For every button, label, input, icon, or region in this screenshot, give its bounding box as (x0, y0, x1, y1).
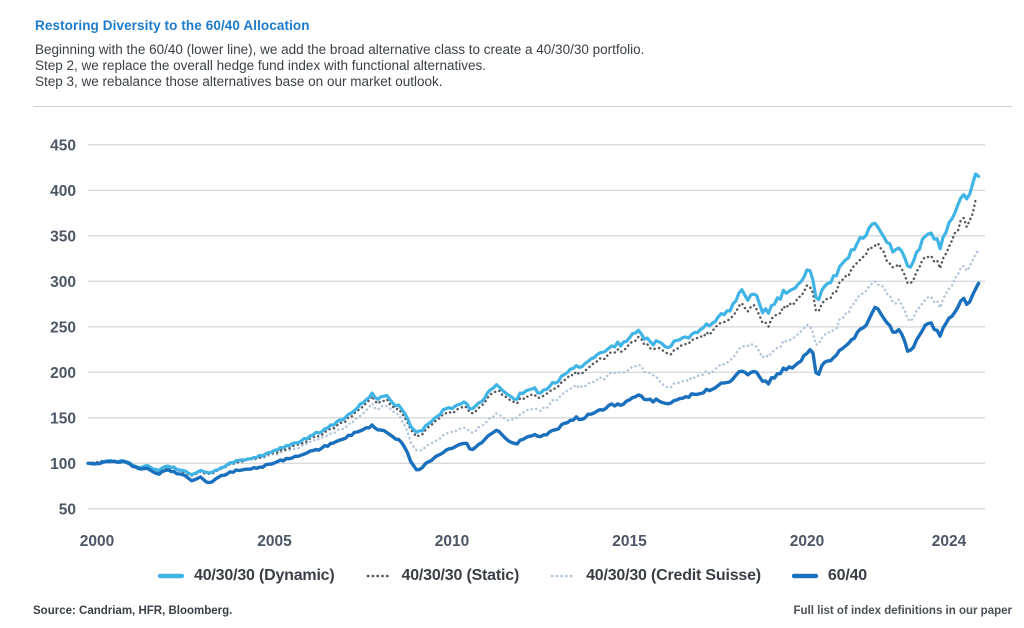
x-tick-label: 2010 (435, 533, 469, 550)
y-tick-label: 150 (50, 410, 76, 427)
legend-item-40-30-30-dynamic: 40/30/30 (Dynamic) (157, 567, 335, 585)
description-line-1: Beginning with the 60/40 (lower line), w… (35, 42, 645, 57)
description-line-3: Step 3, we rebalance those alternatives … (35, 74, 443, 89)
description-line-2: Step 2, we replace the overall hedge fun… (35, 58, 487, 73)
x-tick-label: 2024 (932, 533, 967, 550)
page-title: Restoring Diversity to the 60/40 Allocat… (35, 18, 310, 33)
x-tick-label: 2020 (790, 533, 824, 550)
series-line-60-40 (86, 281, 981, 485)
legend-label: 40/30/30 (Credit Suisse) (586, 567, 761, 584)
y-tick-label: 450 (50, 137, 76, 154)
series-line-40-30-30-static (86, 198, 980, 477)
legend-label: 40/30/30 (Dynamic) (194, 567, 335, 584)
y-tick-label: 300 (50, 274, 76, 291)
legend-item-40-30-30-static: 40/30/30 (Static) (365, 567, 520, 585)
series-line-40-30-30-credit-suisse (86, 248, 980, 476)
legend-label: 40/30/30 (Static) (401, 567, 520, 584)
legend-marker-dotted (550, 574, 576, 578)
legend-item-60-40: 60/40 (791, 567, 867, 585)
y-tick-label: 200 (50, 365, 76, 382)
y-tick-label: 350 (50, 228, 76, 245)
legend-marker-solid (791, 573, 819, 579)
legend-marker-solid (157, 573, 185, 579)
y-tick-label: 400 (50, 183, 76, 200)
y-tick-label: 50 (59, 501, 76, 518)
y-tick-label: 250 (50, 319, 76, 336)
x-tick-label: 2000 (80, 533, 114, 550)
legend-marker-dotted (366, 574, 391, 578)
header-divider (33, 106, 1012, 107)
chart-header: Restoring Diversity to the 60/40 Allocat… (35, 18, 995, 90)
definitions-note: Full list of index definitions in our pa… (793, 605, 1012, 617)
source-note: Source: Candriam, HFR, Bloomberg. (33, 605, 233, 617)
x-tick-label: 2015 (612, 533, 647, 550)
x-tick-label: 2005 (257, 533, 292, 550)
y-tick-label: 100 (50, 456, 76, 473)
chart-legend: 40/30/30 (Dynamic) 40/30/30 (Static) 40/30… (0, 567, 1024, 585)
series-line-40-30-30-dynamic (86, 172, 981, 477)
legend-item-40-30-30-credit-suisse: 40/30/30 (Credit Suisse) (549, 567, 761, 585)
legend-label: 60/40 (827, 567, 867, 584)
